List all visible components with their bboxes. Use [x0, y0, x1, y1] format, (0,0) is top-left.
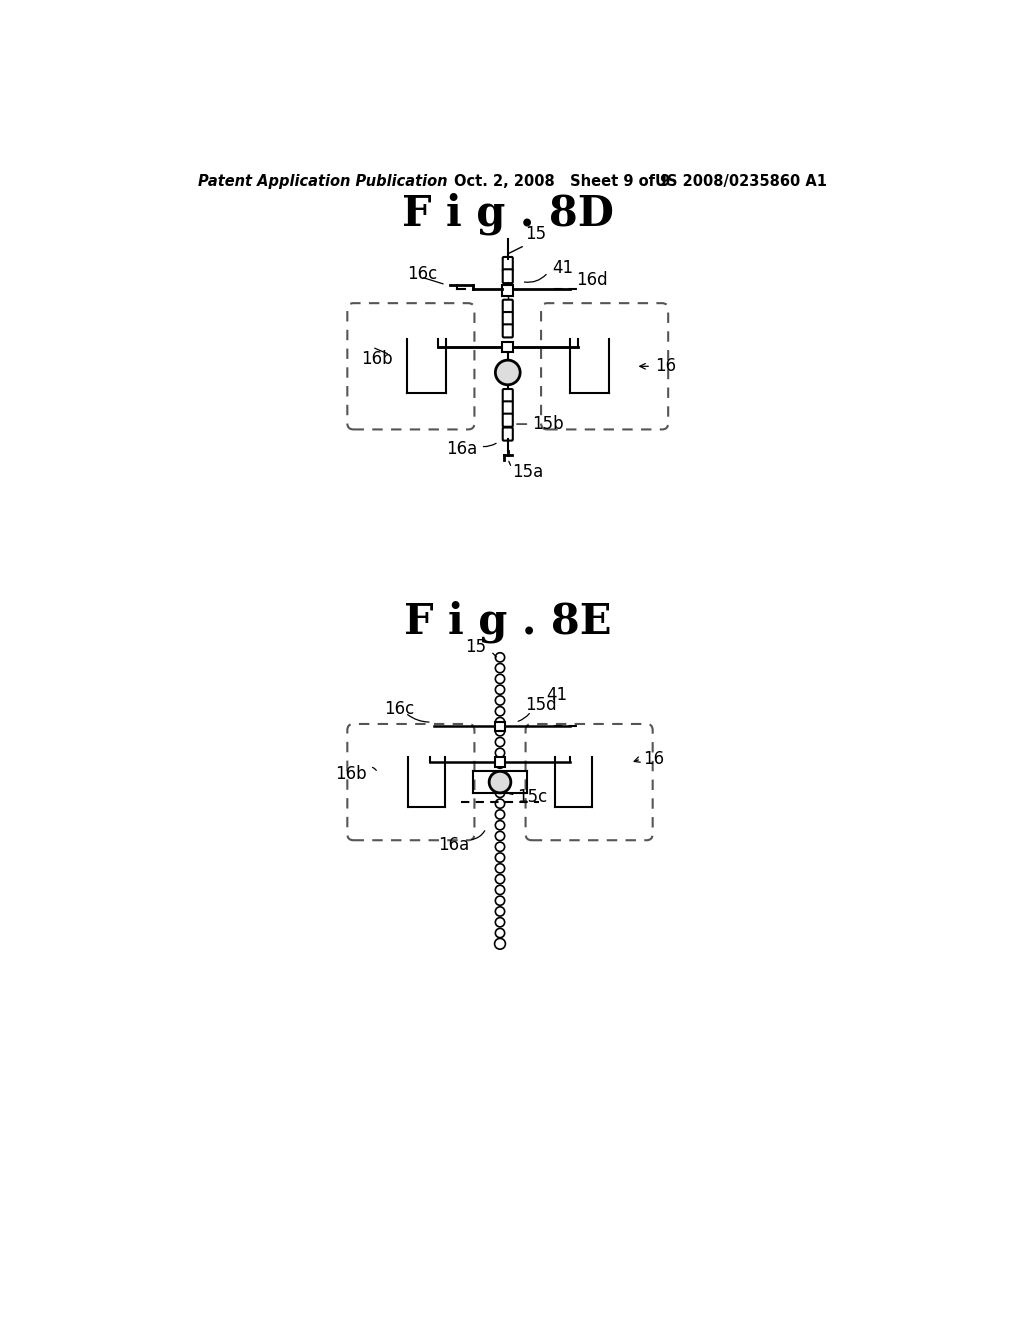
Text: Patent Application Publication: Patent Application Publication [198, 174, 447, 189]
Circle shape [496, 799, 505, 808]
Circle shape [496, 821, 505, 830]
Circle shape [496, 907, 505, 916]
Text: Oct. 2, 2008   Sheet 9 of 9: Oct. 2, 2008 Sheet 9 of 9 [454, 174, 670, 189]
Circle shape [496, 874, 505, 884]
FancyBboxPatch shape [541, 304, 669, 429]
Text: 16: 16 [643, 750, 665, 768]
Text: 16b: 16b [361, 350, 393, 367]
Bar [503, 342, 513, 351]
Circle shape [496, 917, 505, 927]
FancyBboxPatch shape [503, 389, 513, 403]
Circle shape [495, 939, 506, 949]
Text: 15c: 15c [517, 788, 547, 807]
Circle shape [496, 842, 505, 851]
Circle shape [496, 863, 505, 873]
Text: F i g . 8D: F i g . 8D [401, 193, 613, 235]
Bar [495, 722, 506, 731]
FancyBboxPatch shape [503, 257, 513, 271]
Circle shape [496, 928, 505, 937]
Circle shape [496, 810, 505, 818]
Bar [503, 285, 513, 296]
FancyBboxPatch shape [503, 413, 513, 426]
Circle shape [496, 896, 505, 906]
Text: 15: 15 [465, 638, 486, 656]
Text: 15: 15 [524, 226, 546, 243]
Circle shape [496, 675, 505, 684]
FancyBboxPatch shape [525, 723, 652, 841]
FancyBboxPatch shape [503, 312, 513, 325]
FancyBboxPatch shape [347, 304, 474, 429]
Circle shape [496, 696, 505, 705]
Circle shape [496, 886, 505, 895]
Text: 15d: 15d [524, 696, 556, 714]
Text: 41: 41 [547, 685, 567, 704]
Circle shape [496, 653, 505, 663]
FancyBboxPatch shape [503, 325, 513, 338]
Text: F i g . 8E: F i g . 8E [404, 601, 611, 643]
Text: 16d: 16d [575, 271, 607, 289]
FancyBboxPatch shape [503, 401, 513, 414]
Text: 15b: 15b [532, 414, 564, 433]
Circle shape [496, 706, 505, 715]
Text: US 2008/0235860 A1: US 2008/0235860 A1 [655, 174, 827, 189]
Text: 16c: 16c [384, 701, 414, 718]
Circle shape [496, 664, 505, 673]
Circle shape [496, 748, 505, 758]
Circle shape [496, 738, 505, 747]
Text: 41: 41 [553, 259, 573, 277]
FancyBboxPatch shape [503, 428, 513, 441]
Circle shape [496, 718, 505, 726]
Circle shape [496, 759, 505, 768]
Text: 16a: 16a [438, 837, 469, 854]
Text: 16a: 16a [445, 441, 477, 458]
Text: 15a: 15a [512, 463, 543, 480]
Circle shape [496, 832, 505, 841]
Circle shape [496, 788, 505, 797]
FancyBboxPatch shape [347, 723, 474, 841]
FancyBboxPatch shape [503, 269, 513, 284]
Text: 16: 16 [655, 358, 676, 375]
Circle shape [496, 853, 505, 862]
Circle shape [496, 360, 520, 385]
FancyBboxPatch shape [503, 300, 513, 313]
Text: 16b: 16b [335, 766, 367, 783]
Circle shape [496, 685, 505, 694]
Text: 16c: 16c [407, 264, 437, 282]
Circle shape [489, 771, 511, 793]
Bar [495, 758, 506, 767]
Circle shape [496, 726, 505, 737]
